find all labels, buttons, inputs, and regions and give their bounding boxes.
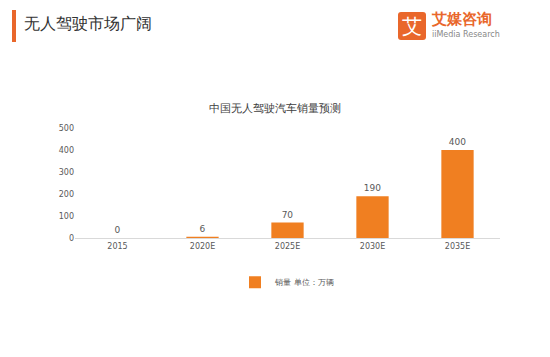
svg-text:销量 单位：万辆: 销量 单位：万辆	[274, 278, 334, 287]
svg-text:70: 70	[282, 210, 294, 220]
svg-text:6: 6	[200, 224, 206, 234]
html-text:iiMedia Research: iiMedia Research	[432, 30, 500, 39]
svg-text:190: 190	[364, 183, 381, 193]
html-text:无人驾驶市场广阔: 无人驾驶市场广阔	[24, 14, 152, 33]
svg-text:0: 0	[69, 234, 74, 243]
html-text:艾媒咨询: 艾媒咨询	[432, 10, 492, 28]
svg-text:100: 100	[59, 212, 74, 221]
svg-text:400: 400	[449, 137, 466, 147]
svg-text:2025E: 2025E	[275, 242, 300, 251]
svg-text:2035E: 2035E	[445, 242, 470, 251]
svg-text:500: 500	[59, 124, 74, 133]
svg-text:200: 200	[59, 190, 74, 199]
svg-text:中国无人驾驶汽车销量预测: 中国无人驾驶汽车销量预测	[209, 102, 341, 115]
svg-text:400: 400	[59, 146, 74, 155]
svg-text:2015: 2015	[107, 242, 127, 251]
svg-text:2030E: 2030E	[360, 242, 385, 251]
svg-text:0: 0	[115, 225, 121, 235]
svg-text:300: 300	[59, 168, 74, 177]
svg-text:2020E: 2020E	[190, 242, 215, 251]
html-text:艾: 艾	[402, 14, 422, 38]
